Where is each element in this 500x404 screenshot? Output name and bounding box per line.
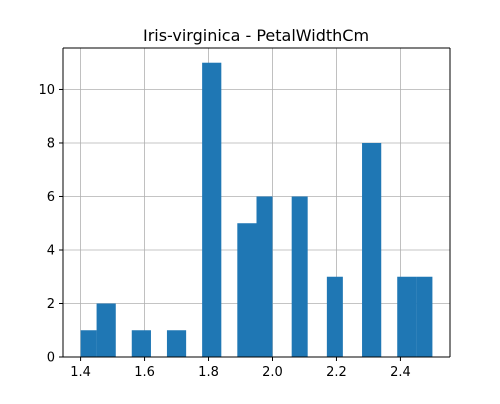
x-tick-label: 2.0 xyxy=(262,365,283,380)
x-tick-label: 1.8 xyxy=(198,365,219,380)
y-tick-label: 10 xyxy=(38,83,55,98)
histogram-bar xyxy=(166,330,187,357)
x-tick-label: 1.4 xyxy=(70,365,91,380)
histogram-bar xyxy=(416,276,433,357)
axes xyxy=(62,47,451,358)
histogram-bars xyxy=(80,62,433,357)
chart-title: Iris-virginica - PetalWidthCm xyxy=(143,26,369,45)
tick-labels: 1.4 1.6 1.8 2.0 2.2 2.4 0 2 4 6 8 10 xyxy=(38,83,410,380)
histogram-bar xyxy=(256,196,273,357)
x-tick-label: 2.2 xyxy=(326,365,347,380)
histogram-bar xyxy=(96,303,116,357)
x-tick-label: 2.4 xyxy=(390,365,411,380)
histogram-bar xyxy=(326,276,343,357)
histogram-bar xyxy=(362,142,382,357)
y-tick-label: 2 xyxy=(47,297,55,312)
histogram-bar xyxy=(397,276,417,357)
y-tick-label: 4 xyxy=(47,243,55,258)
tick-marks xyxy=(59,88,401,361)
histogram-bar xyxy=(131,330,151,357)
y-tick-label: 6 xyxy=(47,190,55,205)
y-tick-label: 0 xyxy=(47,351,55,366)
histogram-bar xyxy=(80,330,97,357)
x-tick-label: 1.6 xyxy=(134,365,155,380)
histogram-bar xyxy=(202,62,222,357)
histogram-bar xyxy=(237,223,257,357)
histogram-bar xyxy=(291,196,308,357)
y-tick-label: 8 xyxy=(47,136,55,151)
